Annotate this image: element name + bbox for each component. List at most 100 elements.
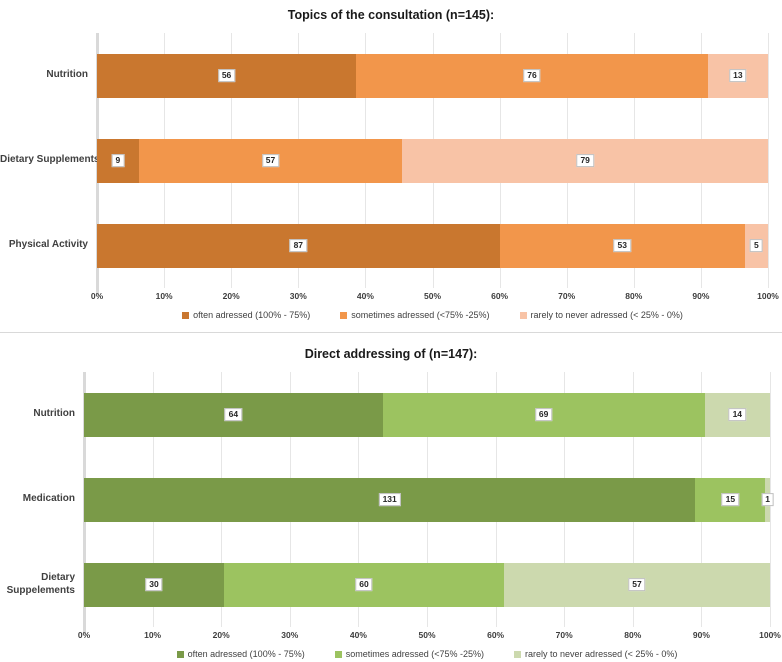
bar-value-label: 30 xyxy=(145,577,163,592)
axis-tick-label: 100% xyxy=(759,630,781,640)
category-label: Medication xyxy=(22,493,75,505)
bar-value-label: 9 xyxy=(111,153,125,168)
bar-value-label: 56 xyxy=(217,68,236,83)
x-axis: 0% 10% 20% 30% 40% 50% 60% 70% 80% 90% 100% xyxy=(91,288,779,303)
legend-item: often adressed (100% - 75%) xyxy=(176,649,305,659)
bar-row: Dietary Suppelements 30 60 57 xyxy=(0,542,782,627)
bar-segment: 57 xyxy=(138,138,403,183)
bar-segment: 76 xyxy=(356,53,708,98)
bar-value-label: 5 xyxy=(750,238,763,253)
axis-tick-label: 10% xyxy=(155,291,173,301)
legend-item: rarely to never adressed (< 25% - 0%) xyxy=(519,310,683,320)
bar-segment: 53 xyxy=(499,223,745,268)
legend-label: sometimes adressed (<75% -25%) xyxy=(351,310,490,320)
axis-tick-label: 30% xyxy=(281,630,299,640)
bar-value-label: 64 xyxy=(224,407,243,422)
legend-item: often adressed (100% - 75%) xyxy=(182,310,310,320)
bar-segment: 14 xyxy=(704,392,770,437)
bar-value-label: 76 xyxy=(523,68,541,83)
legend: often adressed (100% - 75%) sometimes adr… xyxy=(97,310,768,320)
axis-tick-label: 60% xyxy=(491,291,509,301)
bar-rows: Nutrition 64 69 14 Medication 131 15 1 Dietary S… xyxy=(0,372,782,627)
bar-segment: 64 xyxy=(84,392,383,437)
stacked-bar: 56 76 13 xyxy=(97,53,768,98)
legend-marker-icon xyxy=(182,311,190,319)
legend-label: often adressed (100% - 75%) xyxy=(193,310,311,320)
axis-tick-label: 10% xyxy=(144,630,162,640)
legend-item: sometimes adressed (<75% -25%) xyxy=(334,649,485,659)
legend-label: often adressed (100% - 75%) xyxy=(187,649,305,659)
bar-row: Nutrition 64 69 14 xyxy=(0,372,782,457)
axis-tick-label: 20% xyxy=(222,291,240,301)
x-axis: 0% 10% 20% 30% 40% 50% 60% 70% 80% 90% 100% xyxy=(78,627,781,642)
category-label: Nutrition xyxy=(46,69,88,81)
bar-value-label: 57 xyxy=(628,577,646,592)
legend-marker-icon xyxy=(514,650,522,658)
bar-value-label: 79 xyxy=(576,153,594,168)
bar-value-label: 14 xyxy=(728,407,747,422)
bar-segment: 30 xyxy=(84,562,224,607)
legend: often adressed (100% - 75%) sometimes adr… xyxy=(84,649,770,659)
axis-tick-label: 60% xyxy=(487,630,505,640)
axis-tick-label: 30% xyxy=(289,291,307,301)
bar-row: Physical Activity 87 53 5 xyxy=(0,203,782,288)
axis-tick-label: 0% xyxy=(90,291,104,301)
category-label: Dietary Supplements xyxy=(0,154,100,166)
axis-tick-label: 90% xyxy=(692,630,710,640)
category-label: Physical Activity xyxy=(8,239,88,251)
bar-value-label: 57 xyxy=(261,153,280,168)
axis-tick-label: 40% xyxy=(349,630,367,640)
axis-tick-label: 80% xyxy=(624,630,642,640)
bar-segment: 69 xyxy=(382,392,705,437)
axis-tick-label: 80% xyxy=(625,291,643,301)
bar-segment: 87 xyxy=(97,223,500,268)
legend-marker-icon xyxy=(340,311,348,319)
bar-value-label: 13 xyxy=(729,68,747,83)
category-label: Nutrition xyxy=(33,408,75,420)
plot-area: Nutrition 64 69 14 Medication 131 15 1 Dietary S… xyxy=(0,372,782,634)
legend-label: rarely to never adressed (< 25% - 0%) xyxy=(530,310,683,320)
bar-segment: 1 xyxy=(761,477,775,522)
bar-segment: 56 xyxy=(97,53,357,98)
legend-item: sometimes adressed (<75% -25%) xyxy=(340,310,490,320)
bar-value-label: 60 xyxy=(355,577,373,592)
bar-value-label: 15 xyxy=(721,492,740,507)
category-label: Dietary Suppelements xyxy=(6,572,75,596)
chart-direct-addressing: Direct addressing of (n=147): Nutrition 6… xyxy=(0,333,782,662)
stacked-bar: 87 53 5 xyxy=(97,223,768,268)
stacked-bar: 131 15 1 xyxy=(84,477,775,522)
bar-segment: 5 xyxy=(744,223,768,268)
bar-value-label: 53 xyxy=(613,238,631,253)
gridline xyxy=(768,33,769,288)
legend-marker-icon xyxy=(176,650,184,658)
bar-row: Medication 131 15 1 xyxy=(0,457,782,542)
axis-tick-label: 40% xyxy=(356,291,374,301)
bar-segment: 60 xyxy=(224,562,504,607)
axis-tick-label: 70% xyxy=(558,291,576,301)
axis-tick-label: 50% xyxy=(423,291,442,301)
legend-marker-icon xyxy=(519,311,527,319)
bar-segment: 9 xyxy=(97,138,139,183)
axis-tick-label: 70% xyxy=(555,630,573,640)
stacked-bar: 30 60 57 xyxy=(84,562,770,607)
axis-tick-label: 100% xyxy=(757,291,779,301)
legend-marker-icon xyxy=(334,650,342,658)
bar-value-label: 69 xyxy=(534,407,553,422)
axis-tick-label: 20% xyxy=(212,630,230,640)
bar-rows: Nutrition 56 76 13 Dietary Supplements 9 57 79 P… xyxy=(0,33,782,288)
chart-topics-of-consultation: Topics of the consultation (n=145): Nutr… xyxy=(0,8,782,333)
plot-area: Nutrition 56 76 13 Dietary Supplements 9 57 79 P… xyxy=(0,33,782,295)
legend-label: sometimes adressed (<75% -25%) xyxy=(345,649,485,659)
bar-segment: 79 xyxy=(402,138,768,183)
chart-title: Topics of the consultation (n=145): xyxy=(287,8,495,22)
bar-row: Dietary Supplements 9 57 79 xyxy=(0,118,782,203)
bar-segment: 57 xyxy=(503,562,770,607)
bar-segment: 13 xyxy=(707,53,768,98)
bar-value-label: 1 xyxy=(761,492,775,507)
stacked-bar: 9 57 79 xyxy=(97,138,768,183)
legend-label: rarely to never adressed (< 25% - 0%) xyxy=(525,649,678,659)
axis-tick-label: 90% xyxy=(692,291,710,301)
bar-value-label: 131 xyxy=(378,492,401,507)
bar-row: Nutrition 56 76 13 xyxy=(0,33,782,118)
stacked-bar: 64 69 14 xyxy=(84,392,770,437)
